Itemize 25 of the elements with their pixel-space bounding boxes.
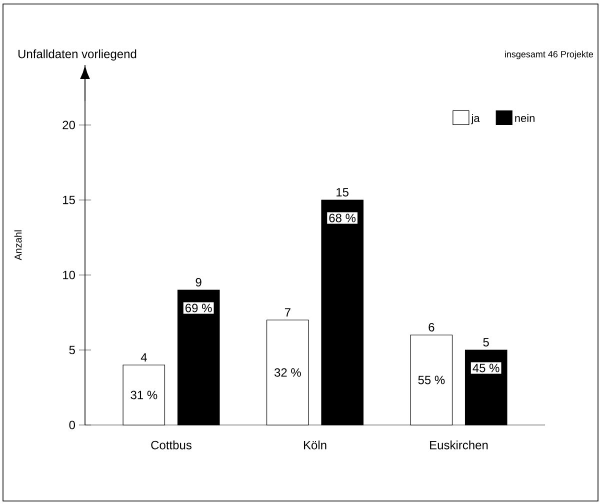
data-label: 7 [284, 308, 290, 316]
y-axis-title: Anzahl [14, 230, 22, 260]
annotation: 45 % [472, 364, 500, 372]
annotation: 68 % [329, 214, 356, 222]
y-tick-label: 20 [62, 120, 76, 130]
data-label: 15 [336, 188, 348, 196]
y-tick-label: 5 [69, 346, 75, 354]
annotation: 32 % [274, 368, 301, 377]
y-tick-label: 15 [63, 196, 75, 204]
data-label: 6 [428, 322, 434, 332]
x-tick-label: Cottbus [151, 440, 192, 450]
chart-title: Unfalldaten vorliegend [18, 49, 136, 61]
text: insgesamt 46 Projekte [505, 50, 594, 60]
y-tick-label: 0 [69, 420, 76, 430]
data-label: 9 [196, 278, 202, 286]
legend-label: nein [515, 114, 534, 122]
annotation: 31 % [130, 390, 158, 400]
data-label: 5 [483, 338, 489, 346]
y-tick-label: 10 [63, 270, 76, 280]
x-tick-label: Köln [304, 440, 326, 450]
legend-label: ja [470, 114, 480, 124]
annotation: 69 % [186, 304, 212, 312]
x-tick-label: Euskirchen [430, 440, 488, 450]
annotation: 55 % [418, 376, 445, 384]
data-label: 4 [140, 353, 147, 362]
